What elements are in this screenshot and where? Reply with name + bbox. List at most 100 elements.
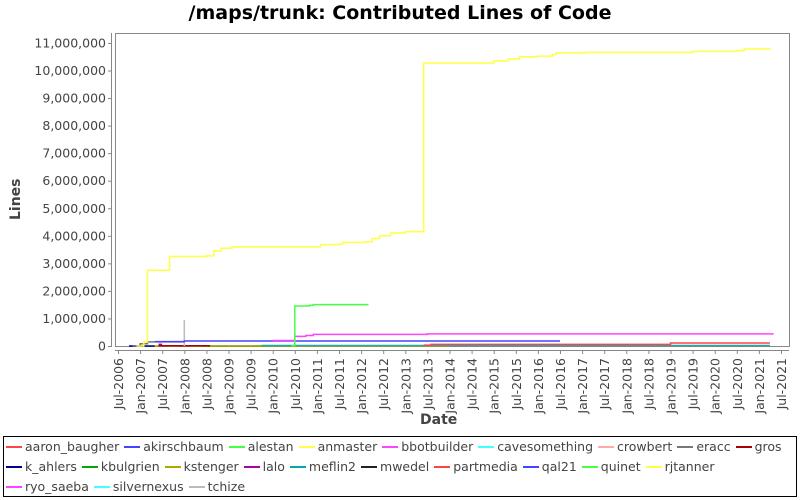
x-tick-label: Jan-2009	[222, 358, 237, 415]
legend-label: qal21	[541, 459, 577, 474]
legend-row: aaron_baugher akirschbaum alestan anmaster b…	[6, 439, 787, 459]
legend-label: kstenger	[183, 459, 239, 474]
x-tick-label: Jul-2020	[730, 358, 745, 410]
chart-title: /maps/trunk: Contributed Lines of Code	[188, 2, 612, 24]
x-tick-label: Jul-2021	[774, 358, 789, 410]
x-tick-label: Jan-2014	[443, 358, 458, 415]
legend-label: quinet	[600, 459, 641, 474]
x-tick-label: Jul-2017	[597, 358, 612, 410]
legend-item-akirschbaum: akirschbaum	[124, 439, 224, 454]
y-tick-label: 3,000,000	[42, 256, 106, 271]
legend-item-crowbert: crowbert	[598, 439, 672, 454]
x-tick-label: Jul-2011	[332, 358, 347, 410]
x-tick-label: Jan-2016	[531, 358, 546, 415]
legend-label: eracc	[696, 439, 731, 454]
legend-swatch	[598, 445, 615, 448]
legend: aaron_baugher akirschbaum alestan anmaster b…	[3, 436, 797, 497]
legend-label: cavesomething	[497, 439, 594, 454]
legend-label: lalo	[262, 459, 285, 474]
legend-label: silvernexus	[112, 479, 184, 494]
legend-label: gros	[754, 439, 782, 454]
legend-swatch	[361, 465, 378, 468]
series-line-aaron_baugher	[423, 342, 770, 346]
legend-label: kbulgrien	[100, 459, 160, 474]
legend-swatch	[124, 445, 141, 448]
x-tick-label: Jan-2020	[708, 358, 723, 415]
legend-swatch	[478, 445, 495, 448]
legend-swatch	[243, 465, 260, 468]
legend-swatch	[735, 445, 752, 448]
legend-item-k_ahlers: k_ahlers	[6, 459, 77, 474]
legend-swatch	[6, 485, 22, 488]
x-tick-label: Jul-2019	[686, 358, 701, 410]
legend-swatch	[6, 445, 22, 448]
y-tick-label: 7,000,000	[42, 146, 106, 161]
x-tick-label: Jul-2008	[199, 358, 214, 410]
x-axis-label: Date	[420, 412, 458, 428]
plot-area: 0 1,000,000 2,000,000 3,000,000 4,000,000 5,0…	[34, 33, 790, 415]
legend-label: mwedel	[380, 459, 430, 474]
x-tick-label: Jul-2015	[509, 358, 524, 410]
legend-swatch	[81, 465, 98, 468]
x-tick-label: Jul-2010	[288, 358, 303, 410]
series-line-akirschbaum	[154, 340, 560, 343]
y-tick-label: 2,000,000	[42, 283, 106, 298]
legend-item-ryo_saeba: ryo_saeba	[6, 479, 89, 494]
x-tick-label: Jul-2018	[641, 358, 656, 410]
y-tick-label: 9,000,000	[42, 91, 106, 106]
legend-swatch	[228, 445, 245, 448]
legend-label: partmedia	[453, 459, 518, 474]
legend-swatch	[581, 465, 598, 468]
y-tick-label: 6,000,000	[42, 173, 106, 188]
legend-swatch	[677, 445, 694, 448]
x-tick-label: Jul-2014	[465, 358, 480, 410]
legend-item-kstenger: kstenger	[164, 459, 239, 474]
series-line-quinet	[291, 303, 369, 347]
x-tick-label: Jan-2008	[177, 358, 192, 415]
y-tick-label: 10,000,000	[34, 63, 106, 78]
y-tick-label: 0	[98, 339, 106, 354]
x-tick-label: Jan-2018	[619, 358, 634, 415]
legend-label: rjtanner	[664, 459, 715, 474]
legend-item-kbulgrien: kbulgrien	[81, 459, 160, 474]
legend-item-anmaster: anmaster	[298, 439, 378, 454]
legend-row: k_ahlers kbulgrien kstenger lalo meflin2 mwed…	[6, 459, 719, 479]
legend-swatch	[382, 445, 399, 448]
legend-label: aaron_baugher	[25, 439, 120, 454]
legend-item-silvernexus: silvernexus	[93, 479, 184, 494]
legend-item-gros: gros	[735, 439, 782, 454]
x-tick-label: Jan-2019	[664, 358, 679, 415]
legend-swatch	[164, 465, 181, 468]
x-tick-label: Jul-2007	[155, 358, 170, 410]
y-tick-label: 8,000,000	[42, 118, 106, 133]
y-tick-label: 11,000,000	[34, 35, 106, 50]
x-tick-label: Jul-2009	[244, 358, 259, 410]
legend-item-quinet: quinet	[581, 459, 641, 474]
y-tick-label: 5,000,000	[42, 201, 106, 216]
legend-item-rjtanner: rjtanner	[645, 459, 715, 474]
legend-swatch	[6, 465, 22, 468]
y-axis: 0 1,000,000 2,000,000 3,000,000 4,000,000 5,0…	[34, 35, 111, 354]
legend-swatch	[289, 465, 306, 468]
series-line-rjtanner	[136, 48, 771, 347]
series-lines	[129, 48, 774, 347]
y-tick-label: 4,000,000	[42, 228, 106, 243]
legend-item-eracc: eracc	[677, 439, 731, 454]
legend-item-cavesomething: cavesomething	[478, 439, 593, 454]
x-tick-label: Jan-2007	[133, 358, 148, 415]
legend-label: anmaster	[317, 439, 378, 454]
legend-swatch	[298, 445, 315, 448]
legend-label: ryo_saeba	[25, 479, 89, 494]
y-tick-label: 1,000,000	[42, 311, 106, 326]
x-tick-label: Jul-2016	[553, 358, 568, 410]
legend-label: bbotbuilder	[401, 439, 474, 454]
legend-swatch	[522, 465, 539, 468]
legend-item-aaron_baugher: aaron_baugher	[6, 439, 119, 454]
x-tick-label: Jul-2012	[376, 358, 391, 410]
x-tick-label: Jul-2013	[420, 358, 435, 410]
legend-label: meflin2	[308, 459, 357, 474]
x-tick-label: Jan-2013	[398, 358, 413, 415]
x-tick-label: Jan-2011	[310, 358, 325, 415]
legend-item-mwedel: mwedel	[361, 459, 429, 474]
legend-swatch	[434, 465, 451, 468]
